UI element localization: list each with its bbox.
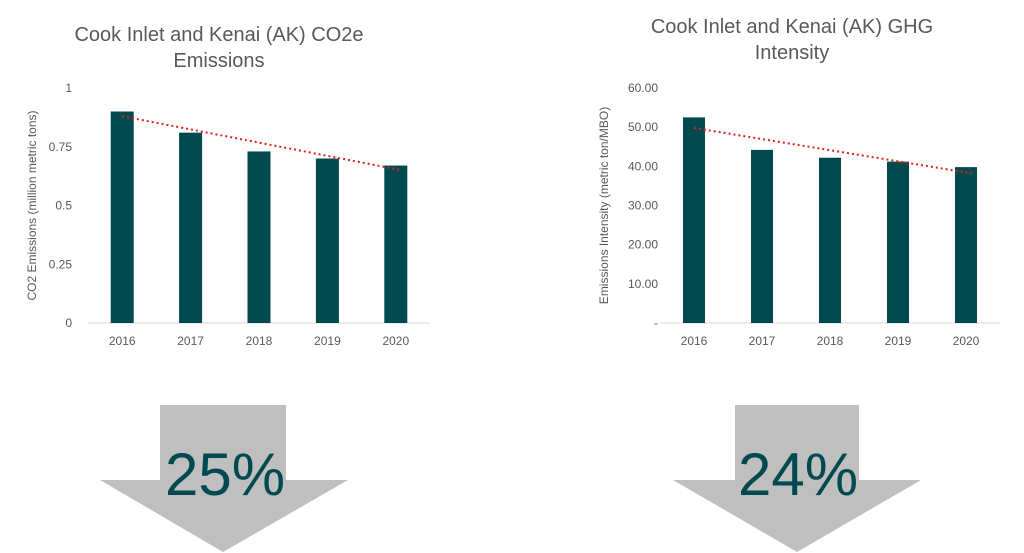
x-tick-label: 2019 [314, 334, 341, 348]
y-tick-label: 0.5 [55, 199, 72, 213]
bar [384, 165, 408, 323]
percent-change-label: 25% [164, 441, 286, 508]
y-tick-label: 60.00 [628, 81, 658, 95]
bar [819, 157, 841, 323]
bar [315, 158, 339, 323]
y-tick-label: 10.00 [628, 277, 658, 291]
x-tick-label: 2020 [382, 334, 409, 348]
intensity-chart-panel: Cook Inlet and Kenai (AK) GHG Intensity … [512, 0, 1024, 553]
y-axis-title: CO2 Emissions (million metric tons) [25, 110, 39, 300]
chart-title-line: Cook Inlet and Kenai (AK) GHG [650, 16, 934, 38]
chart-title: Cook Inlet and Kenai (AK) GHG Intensity [612, 14, 972, 66]
bar [955, 167, 977, 323]
y-tick-label: - [654, 316, 658, 330]
x-tick-label: 2017 [749, 334, 776, 348]
x-tick-label: 2020 [953, 334, 980, 348]
trendline [693, 126, 973, 175]
emissions-chart-panel: Cook Inlet and Kenai (AK) CO2e Emissions… [25, 22, 430, 552]
x-tick-label: 2018 [817, 334, 844, 348]
y-tick-label: 0 [65, 316, 72, 330]
chart-title-line: Cook Inlet and Kenai (AK) CO2e [74, 24, 364, 46]
x-tick-label: 2018 [246, 334, 273, 348]
bar [247, 151, 271, 323]
emissions-bar-chart: 0 0.25 0.5 0.75 1 2016 2017 2018 2019 2020 CO2 Emi… [25, 81, 430, 348]
y-tick-label: 0.75 [49, 140, 73, 154]
x-tick-label: 2019 [885, 334, 912, 348]
y-tick-label: 40.00 [628, 159, 658, 173]
bar [887, 161, 909, 323]
down-arrow-icon [100, 405, 348, 552]
y-tick-label: 0.25 [49, 257, 73, 271]
bar [683, 117, 705, 323]
y-tick-label: 30.00 [628, 199, 658, 213]
x-tick-label: 2016 [109, 334, 136, 348]
down-arrow-icon [673, 405, 921, 552]
bar [110, 111, 134, 323]
bar [751, 149, 773, 323]
chart-title-line: Intensity [754, 42, 830, 64]
y-axis-title: Emissions Intensity (metric ton/MBO) [597, 107, 611, 304]
intensity-bar-chart: - 10.00 20.00 30.00 40.00 50.00 60.00 2016 2017 2… [597, 81, 1000, 348]
percent-change-label: 24% [737, 441, 859, 508]
x-tick-label: 2017 [177, 334, 204, 348]
x-tick-label: 2016 [681, 334, 708, 348]
bar [179, 132, 203, 323]
y-tick-label: 50.00 [628, 120, 658, 134]
y-tick-label: 1 [65, 81, 72, 95]
chart-title-line: Emissions [173, 50, 265, 72]
chart-title: Cook Inlet and Kenai (AK) CO2e Emissions [38, 22, 400, 74]
y-tick-label: 20.00 [628, 238, 658, 252]
